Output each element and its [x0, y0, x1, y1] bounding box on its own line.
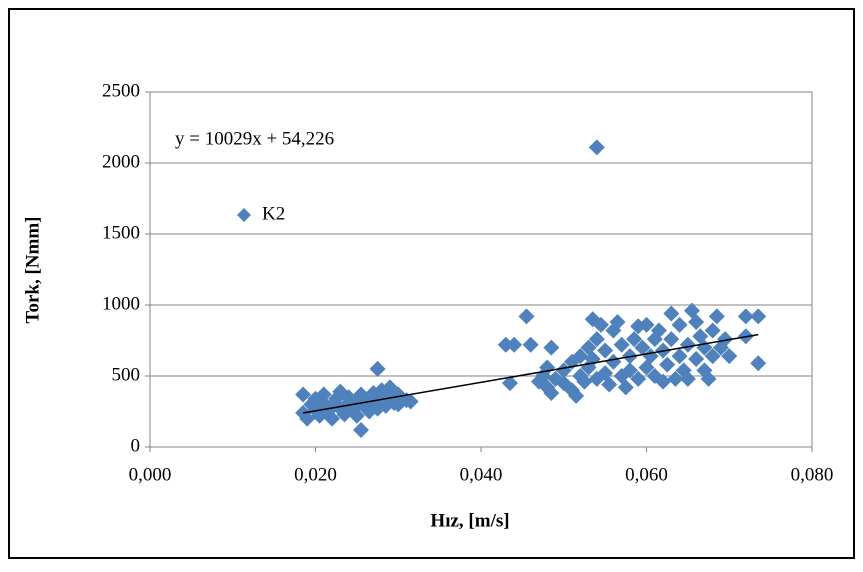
point [324, 410, 341, 427]
x-tick-label: 0,020 [294, 464, 337, 485]
point [506, 336, 523, 353]
point [588, 331, 605, 348]
point [671, 348, 688, 365]
point [679, 370, 696, 387]
point [501, 375, 518, 392]
point [617, 379, 634, 396]
point [299, 410, 316, 427]
point [315, 386, 332, 403]
point [402, 393, 419, 410]
point [348, 407, 365, 424]
trendline-equation: y = 10029x + 54,226 [175, 128, 334, 149]
point [592, 316, 609, 333]
x-tick-label: 0,000 [129, 464, 172, 485]
x-axis-label: Hız, [m/s] [430, 510, 509, 531]
legend-marker [237, 208, 251, 222]
point [634, 339, 651, 356]
point [737, 308, 754, 325]
point [609, 314, 626, 331]
point [655, 373, 672, 390]
legend-label: K2 [262, 203, 285, 224]
point [750, 308, 767, 325]
point [601, 376, 618, 393]
point [700, 370, 717, 387]
point [588, 139, 605, 156]
point [626, 331, 643, 348]
point [597, 342, 614, 359]
point [659, 356, 676, 373]
y-tick-label: 2000 [102, 151, 140, 172]
point [568, 387, 585, 404]
y-tick-label: 500 [112, 364, 141, 385]
point [679, 336, 696, 353]
x-tick-label: 0,040 [460, 464, 503, 485]
point [638, 316, 655, 333]
point [717, 331, 734, 348]
y-tick-label: 0 [131, 435, 141, 456]
point [688, 350, 705, 367]
x-tick-label: 0,060 [625, 464, 668, 485]
point [353, 421, 370, 438]
point [518, 308, 535, 325]
point [369, 360, 386, 377]
point [295, 386, 312, 403]
point [704, 348, 721, 365]
y-axis-label: Tork, [Nmm] [22, 217, 43, 324]
point [667, 370, 684, 387]
point [671, 316, 688, 333]
point [605, 353, 622, 370]
point [650, 322, 667, 339]
point [572, 348, 589, 365]
point [621, 362, 638, 379]
point [688, 314, 705, 331]
x-tick-label: 0,080 [791, 464, 834, 485]
y-tick-label: 1500 [102, 222, 140, 243]
point [613, 336, 630, 353]
point [576, 373, 593, 390]
y-tick-label: 2500 [102, 80, 140, 101]
point [663, 305, 680, 322]
point [750, 355, 767, 372]
point [522, 336, 539, 353]
point [497, 336, 514, 353]
point [543, 385, 560, 402]
point [708, 308, 725, 325]
point [543, 339, 560, 356]
point [704, 322, 721, 339]
y-tick-label: 1000 [102, 293, 140, 314]
point [721, 348, 738, 365]
trendline [302, 333, 759, 414]
point [663, 331, 680, 348]
point [555, 362, 572, 379]
point [630, 370, 647, 387]
